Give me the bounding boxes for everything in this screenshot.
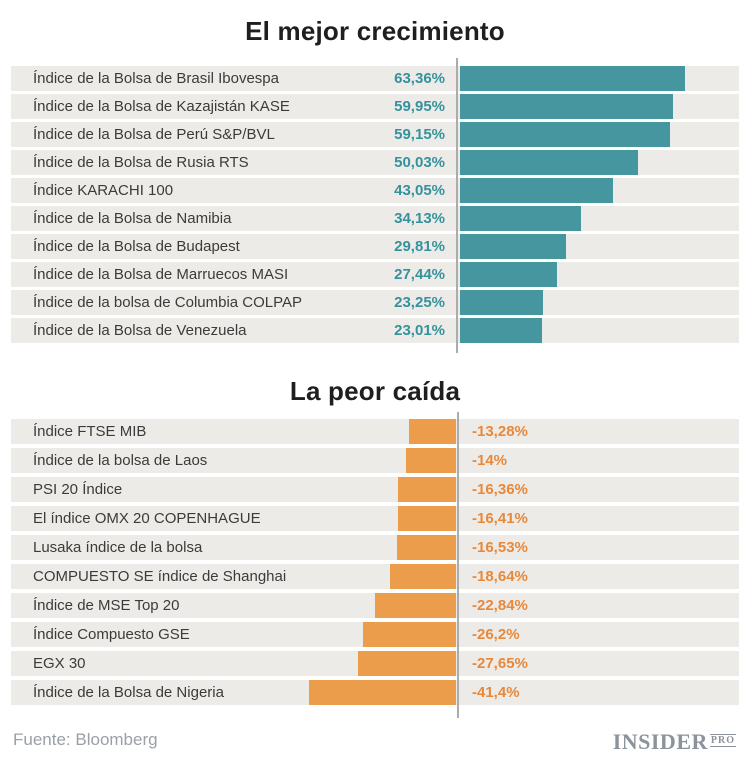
value-bar	[398, 477, 456, 502]
index-value: -14%	[472, 452, 508, 469]
index-label: Índice de la Bolsa de Nigeria	[33, 684, 224, 701]
index-label: Índice de la Bolsa de Rusia RTS	[33, 154, 249, 171]
index-label: Índice de la Bolsa de Namibia	[33, 210, 232, 227]
table-row: Índice de la bolsa de Columbia COLPAP 23…	[11, 290, 739, 315]
value-bar	[460, 94, 673, 119]
value-bar	[398, 506, 456, 531]
index-value: -26,2%	[472, 626, 520, 643]
index-label: Índice Compuesto GSE	[33, 626, 190, 643]
index-label: COMPUESTO SE índice de Shanghai	[33, 568, 287, 585]
decline-axis-line	[457, 412, 459, 718]
index-value: 59,95%	[394, 98, 445, 115]
value-bar	[460, 234, 566, 259]
value-bar	[460, 206, 581, 231]
value-bar	[397, 535, 456, 560]
index-label: Índice de la Bolsa de Brasil Ibovespa	[33, 70, 279, 87]
index-label: Índice de la Bolsa de Perú S&P/BVL	[33, 126, 275, 143]
index-value: -18,64%	[472, 568, 528, 585]
value-bar	[390, 564, 456, 589]
table-row: Índice de la Bolsa de Marruecos MASI 27,…	[11, 262, 739, 287]
index-label: EGX 30	[33, 655, 86, 672]
growth-chart-rows: Índice de la Bolsa de Brasil Ibovespa 63…	[11, 66, 739, 346]
index-value: 27,44%	[394, 266, 445, 283]
table-row: Índice Compuesto GSE -26,2%	[11, 622, 739, 647]
table-row: Índice FTSE MIB -13,28%	[11, 419, 739, 444]
index-label: Índice de MSE Top 20	[33, 597, 180, 614]
value-bar	[460, 290, 543, 315]
index-label: Lusaka índice de la bolsa	[33, 539, 203, 556]
index-value: 23,25%	[394, 294, 445, 311]
index-value: -41,4%	[472, 684, 520, 701]
decline-chart-rows: Índice FTSE MIB -13,28% Índice de la bol…	[11, 419, 739, 709]
index-value: 34,13%	[394, 210, 445, 227]
index-value: 43,05%	[394, 182, 445, 199]
value-bar	[460, 318, 542, 343]
index-value: -27,65%	[472, 655, 528, 672]
value-bar	[409, 419, 456, 444]
value-bar	[375, 593, 456, 618]
table-row: Índice de la Bolsa de Namibia 34,13%	[11, 206, 739, 231]
index-label: Índice KARACHI 100	[33, 182, 174, 199]
index-label: Índice de la Bolsa de Marruecos MASI	[33, 266, 289, 283]
index-value: 63,36%	[394, 70, 445, 87]
value-bar	[358, 651, 456, 676]
value-bar	[309, 680, 456, 705]
table-row: Índice de la Bolsa de Rusia RTS 50,03%	[11, 150, 739, 175]
index-value: 23,01%	[394, 322, 445, 339]
index-value: -16,41%	[472, 510, 528, 527]
insiderpro-logo: INSIDER PRO	[613, 729, 736, 755]
table-row: Índice de la Bolsa de Venezuela 23,01%	[11, 318, 739, 343]
index-value: -13,28%	[472, 423, 528, 440]
index-value: 29,81%	[394, 238, 445, 255]
decline-chart-title: La peor caída	[289, 376, 461, 406]
logo-main-text: INSIDER	[612, 729, 708, 754]
table-row: Índice de MSE Top 20 -22,84%	[11, 593, 739, 618]
index-value: -16,36%	[472, 481, 528, 498]
index-label: PSI 20 Índice	[33, 481, 123, 498]
index-value: 59,15%	[394, 126, 445, 143]
table-row: Índice de la Bolsa de Kazajistán KASE 59…	[11, 94, 739, 119]
table-row: Lusaka índice de la bolsa -16,53%	[11, 535, 739, 560]
table-row: COMPUESTO SE índice de Shanghai -18,64%	[11, 564, 739, 589]
value-bar	[460, 150, 638, 175]
table-row: Índice de la bolsa de Laos -14%	[11, 448, 739, 473]
table-row: El índice OMX 20 COPENHAGUE -16,41%	[11, 506, 739, 531]
index-label: Índice de la bolsa de Columbia COLPAP	[33, 294, 303, 311]
index-label: Índice FTSE MIB	[33, 423, 147, 440]
index-label: Índice de la Bolsa de Budapest	[33, 238, 240, 255]
growth-axis-line	[456, 58, 458, 353]
table-row: EGX 30 -27,65%	[11, 651, 739, 676]
logo-pro-badge: PRO	[709, 734, 736, 747]
index-label: Índice de la Bolsa de Venezuela	[33, 322, 247, 339]
table-row: PSI 20 Índice -16,36%	[11, 477, 739, 502]
table-row: Índice de la Bolsa de Budapest 29,81%	[11, 234, 739, 259]
table-row: Índice KARACHI 100 43,05%	[11, 178, 739, 203]
table-row: Índice de la Bolsa de Brasil Ibovespa 63…	[11, 66, 739, 91]
value-bar	[460, 66, 685, 91]
table-row: Índice de la Bolsa de Nigeria -41,4%	[11, 680, 739, 705]
value-bar	[460, 122, 670, 147]
index-label: Índice de la bolsa de Laos	[33, 452, 208, 469]
index-value: 50,03%	[394, 154, 445, 171]
index-value: -16,53%	[472, 539, 528, 556]
value-bar	[363, 622, 456, 647]
growth-chart-title: El mejor crecimiento	[245, 16, 505, 46]
index-value: -22,84%	[472, 597, 528, 614]
value-bar	[460, 262, 557, 287]
index-label: El índice OMX 20 COPENHAGUE	[33, 510, 261, 527]
value-bar	[406, 448, 456, 473]
table-row: Índice de la Bolsa de Perú S&P/BVL 59,15…	[11, 122, 739, 147]
value-bar	[460, 178, 613, 203]
source-text: Fuente: Bloomberg	[13, 730, 158, 749]
index-label: Índice de la Bolsa de Kazajistán KASE	[33, 98, 290, 115]
